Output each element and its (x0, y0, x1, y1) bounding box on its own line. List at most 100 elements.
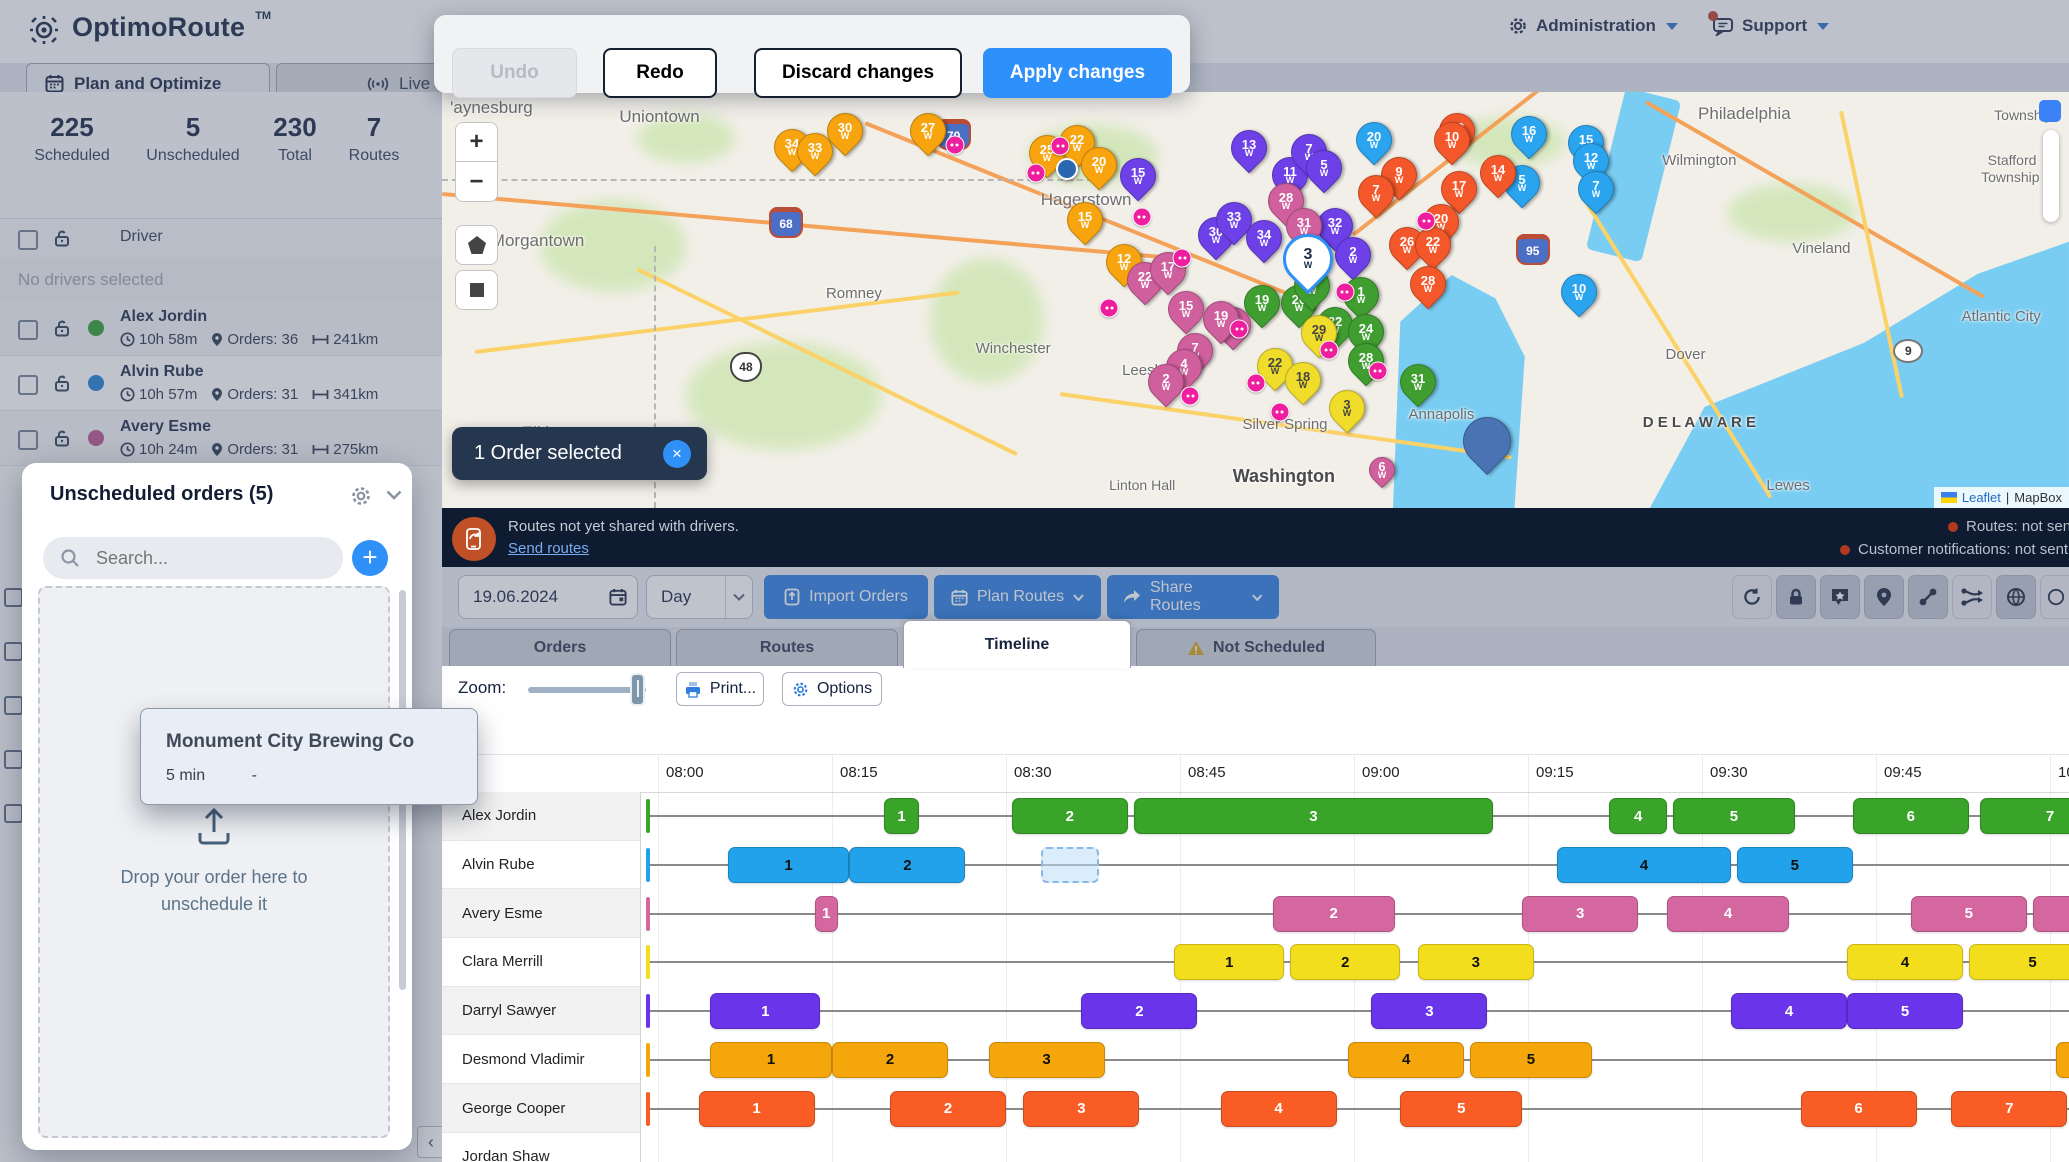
more-orders-badge[interactable] (1173, 249, 1192, 268)
lock-icon[interactable] (52, 428, 72, 448)
route-stop-bar[interactable]: 3 (1522, 896, 1638, 932)
route-stop-bar[interactable]: 5 (1400, 1091, 1522, 1127)
route-stop-bar[interactable]: 3 (1418, 944, 1534, 980)
map-corner-control[interactable] (2039, 100, 2061, 122)
route-stop-bar[interactable]: 4 (1847, 944, 1963, 980)
more-orders-badge[interactable] (1026, 164, 1045, 183)
route-stop-bar[interactable]: 2 (1290, 944, 1400, 980)
undo-button[interactable]: Undo (452, 48, 577, 98)
more-orders-badge[interactable] (1100, 299, 1119, 318)
lock-button[interactable] (1776, 575, 1816, 619)
order-pin[interactable]: 2W (1328, 229, 1379, 280)
more-orders-badge[interactable] (1246, 374, 1265, 393)
draw-polygon-tool[interactable] (455, 225, 498, 265)
zoom-slider-handle[interactable] (630, 673, 645, 706)
route-stop-bar[interactable]: 1 (710, 993, 820, 1029)
row-checkbox[interactable] (4, 588, 23, 607)
search-box[interactable] (43, 537, 343, 579)
tab-not-scheduled[interactable]: Not Scheduled (1136, 629, 1376, 666)
route-stop-bar[interactable]: 6 (2033, 896, 2069, 932)
draw-rectangle-tool[interactable] (455, 270, 498, 310)
leaflet-link[interactable]: Leaflet (1962, 490, 2001, 505)
route-stop-bar[interactable]: 4 (1731, 993, 1847, 1029)
route-stop-bar[interactable]: 5 (1911, 896, 2027, 932)
route-stop-bar[interactable]: 1 (1174, 944, 1284, 980)
drop-placeholder[interactable] (1041, 847, 1099, 883)
route-stops-button[interactable] (1908, 575, 1948, 619)
map-zoom-in-button[interactable]: + (455, 122, 498, 162)
import-orders-button[interactable]: Import Orders (764, 575, 928, 619)
map-zoom-out-button[interactable]: − (455, 162, 498, 202)
labels-button[interactable] (1820, 575, 1860, 619)
gantt-chart[interactable]: 1234567124512345612345123451234561234567 (640, 792, 2069, 1162)
row-checkbox[interactable] (18, 320, 38, 340)
close-icon[interactable]: × (663, 440, 691, 468)
more-orders-badge[interactable] (1368, 361, 1387, 380)
route-stop-bar[interactable]: 7 (1980, 798, 2069, 834)
row-checkbox[interactable] (4, 804, 23, 823)
route-stop-bar[interactable]: 2 (1081, 993, 1197, 1029)
route-stop-bar[interactable]: 2 (890, 1091, 1006, 1127)
more-orders-badge[interactable] (1051, 137, 1070, 156)
gear-icon[interactable] (350, 485, 372, 507)
order-pin[interactable]: 3W (1321, 383, 1372, 434)
more-tools-button[interactable] (2040, 575, 2069, 619)
order-pin[interactable]: 28W (1341, 336, 1392, 387)
pins-button[interactable] (1864, 575, 1904, 619)
route-stop-bar[interactable]: 4 (1609, 798, 1667, 834)
route-stop-bar[interactable]: 2 (832, 1042, 948, 1078)
route-stop-bar[interactable]: 3 (1134, 798, 1494, 834)
more-orders-badge[interactable] (1230, 320, 1249, 339)
route-stop-bar[interactable]: 2 (1012, 798, 1128, 834)
route-stop-bar[interactable]: 3 (989, 1042, 1105, 1078)
share-routes-button[interactable]: Share Routes (1107, 575, 1279, 619)
collapse-panel-button[interactable]: ‹ (417, 1126, 445, 1158)
route-stop-bar[interactable]: 7 (1951, 1091, 2067, 1127)
tab-timeline[interactable]: Timeline (903, 620, 1131, 668)
route-map[interactable]: 'aynesburgUniontownMorgantownHagerstownR… (442, 92, 2069, 508)
row-checkbox[interactable] (4, 642, 23, 661)
print-button[interactable]: Print... (676, 672, 764, 706)
map-side-handle[interactable] (2043, 130, 2059, 222)
more-orders-badge[interactable] (1270, 403, 1289, 422)
row-checkbox[interactable] (4, 750, 23, 769)
route-stop-bar[interactable]: 6 (1801, 1091, 1917, 1127)
route-stop-bar[interactable]: 3 (1023, 1091, 1139, 1127)
driver-row[interactable]: Alex Jordin10h 58mOrders: 36241km (0, 301, 442, 356)
route-stop-bar[interactable]: 5 (1470, 1042, 1592, 1078)
route-stop-bar[interactable]: 4 (1221, 1091, 1337, 1127)
row-checkbox[interactable] (18, 375, 38, 395)
chevron-down-icon[interactable] (386, 490, 402, 500)
tab-routes[interactable]: Routes (676, 629, 898, 666)
route-stop-bar[interactable]: 3 (1371, 993, 1487, 1029)
more-orders-badge[interactable] (1319, 340, 1338, 359)
more-orders-badge[interactable] (1181, 386, 1200, 405)
discard-changes-button[interactable]: Discard changes (754, 48, 962, 98)
add-order-button[interactable]: + (352, 540, 388, 576)
row-checkbox[interactable] (18, 430, 38, 450)
route-stop-bar[interactable]: 6 (1853, 798, 1969, 834)
order-pin[interactable]: 10W (1554, 267, 1605, 318)
lock-icon[interactable] (52, 373, 72, 393)
map-settings-button[interactable] (1996, 575, 2036, 619)
mapbox-link[interactable]: MapBox (2014, 490, 2062, 505)
route-stop-bar[interactable]: 2 (849, 847, 965, 883)
more-orders-badge[interactable] (1335, 282, 1354, 301)
period-select[interactable]: Day (646, 575, 753, 619)
route-stop-bar[interactable]: 4 (1667, 896, 1789, 932)
support-menu[interactable]: Support (1712, 16, 1829, 36)
route-stop-bar[interactable]: 4 (1348, 1042, 1464, 1078)
plain-marker[interactable] (1056, 158, 1078, 180)
route-stop-bar[interactable]: 1 (815, 896, 838, 932)
date-input[interactable]: 19.06.2024 (458, 575, 638, 619)
administration-menu[interactable]: Administration (1508, 16, 1678, 36)
apply-changes-button[interactable]: Apply changes (983, 48, 1172, 98)
driver-row[interactable]: Avery Esme10h 24mOrders: 31275km (0, 411, 442, 466)
refresh-button[interactable] (1732, 575, 1772, 619)
driver-row[interactable]: Alvin Rube10h 57mOrders: 31341km (0, 356, 442, 411)
order-pin[interactable]: 13W (1224, 123, 1275, 174)
more-orders-badge[interactable] (1132, 207, 1151, 226)
zoom-slider-track[interactable] (528, 687, 646, 693)
unschedule-dropzone[interactable]: Drop your order here to unschedule it (38, 586, 390, 1138)
select-all-checkbox[interactable] (18, 230, 38, 250)
